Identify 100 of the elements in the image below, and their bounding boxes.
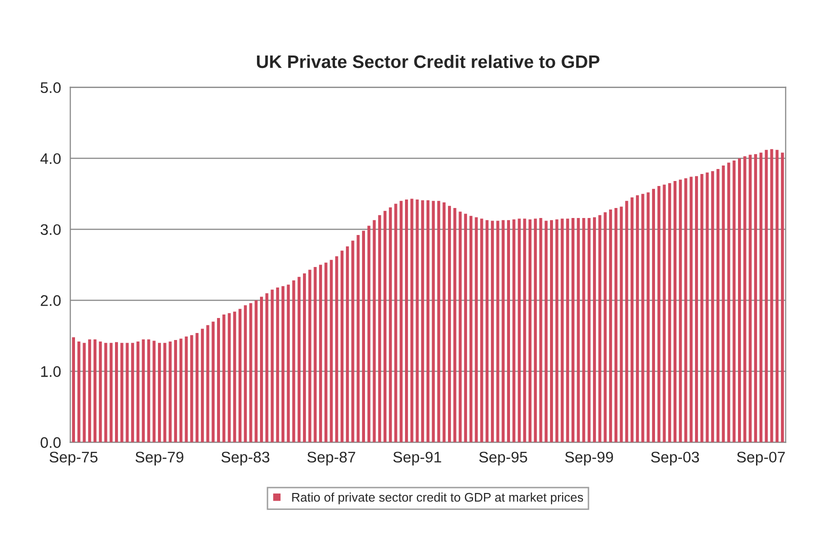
x-tick-label: Sep-87 (307, 452, 356, 466)
bar (678, 180, 682, 442)
bar (630, 197, 634, 442)
y-tick-label: 4.0 (40, 153, 61, 164)
bar (598, 215, 602, 442)
bar (340, 250, 344, 442)
bar (657, 186, 660, 442)
bar (400, 200, 403, 442)
bar (620, 206, 623, 442)
bar (555, 219, 558, 442)
bar (496, 220, 500, 442)
chart-title: UK Private Sector Credit relative to GDP (256, 54, 600, 68)
bar (421, 200, 424, 442)
bar (776, 150, 779, 442)
bar (566, 218, 570, 442)
bar (292, 280, 296, 442)
bar (770, 149, 774, 442)
y-tick-label: 1.0 (41, 366, 61, 377)
bar (544, 220, 548, 442)
bar (94, 339, 96, 442)
bar (662, 184, 666, 442)
bar (136, 341, 140, 442)
bar (244, 305, 247, 442)
bar (604, 212, 607, 442)
bar (582, 218, 586, 442)
y-tick-label: 0.0 (40, 437, 61, 448)
bar (748, 154, 752, 442)
bar (88, 339, 92, 442)
y-tick-label: 2.0 (40, 295, 61, 306)
bar (780, 152, 784, 442)
bar (163, 342, 166, 442)
bar (469, 216, 472, 442)
bar (652, 188, 656, 442)
x-tick-label: Sep-95 (479, 452, 528, 466)
bar (120, 342, 124, 442)
bar (72, 337, 75, 442)
bar (646, 192, 650, 442)
bar (437, 200, 440, 442)
bar (276, 288, 280, 442)
bar (324, 262, 328, 442)
bar (523, 218, 526, 442)
bar (158, 342, 161, 442)
bar (609, 209, 612, 442)
bar (200, 328, 204, 442)
bar (222, 314, 226, 442)
bar (260, 296, 263, 442)
bar (217, 318, 220, 442)
bar (550, 220, 553, 442)
bar (588, 218, 591, 442)
bar (212, 322, 215, 442)
bar (254, 300, 258, 442)
bar (319, 264, 322, 442)
bar (486, 220, 489, 442)
bar (528, 219, 532, 442)
bar (727, 162, 730, 442)
bar (641, 194, 644, 442)
x-tick-label: Sep-75 (50, 452, 98, 466)
bar (572, 218, 574, 442)
bar (378, 215, 382, 442)
bar (426, 200, 430, 442)
bar (233, 312, 236, 442)
bar (98, 341, 102, 442)
bar (507, 220, 510, 442)
bar (716, 168, 720, 442)
y-tick-label: 5.0 (40, 82, 61, 94)
bar (480, 218, 484, 442)
bar (362, 230, 366, 442)
bar (722, 165, 725, 442)
x-tick-label: Sep-83 (221, 452, 270, 466)
x-tick-label: Sep-07 (737, 452, 785, 466)
bar (388, 207, 392, 442)
bar (77, 341, 80, 442)
bar (384, 210, 386, 442)
bar (432, 200, 435, 442)
bar (464, 214, 468, 442)
bar (335, 256, 338, 442)
bar (711, 171, 714, 442)
bar (453, 208, 456, 442)
bar (448, 206, 451, 442)
bar (152, 340, 156, 442)
bar (308, 270, 312, 442)
bar (410, 198, 414, 442)
bar (168, 341, 172, 442)
x-tick-label: Sep-99 (565, 452, 613, 466)
bar (298, 276, 301, 442)
bar (695, 176, 698, 442)
bar (131, 342, 134, 442)
bar (346, 246, 349, 442)
bar (314, 266, 317, 442)
bar (286, 284, 290, 442)
bar (142, 339, 145, 442)
bar (265, 293, 268, 442)
bar (690, 176, 693, 442)
legend-label: Ratio of private sector credit to GDP at market prices (292, 492, 584, 504)
x-tick-label: Sep-91 (393, 452, 442, 466)
bar (490, 220, 494, 442)
bar (126, 342, 129, 442)
bar (238, 308, 242, 442)
bar (754, 154, 758, 442)
bar (206, 325, 210, 442)
